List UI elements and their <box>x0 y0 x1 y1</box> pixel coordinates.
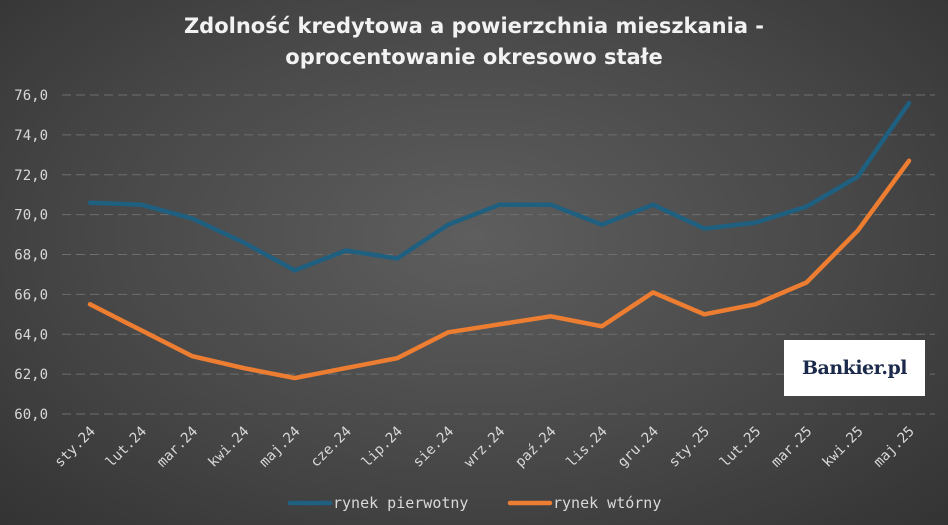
y-tick-label: 60,0 <box>14 407 48 423</box>
y-tick-label: 62,0 <box>14 367 48 383</box>
logo-text: Bankier.pl <box>801 357 908 379</box>
x-tick-label: gru.24 <box>615 424 662 471</box>
x-tick-label: mar.25 <box>768 424 815 471</box>
chart-title-line: Zdolność kredytowa a powierzchnia mieszk… <box>184 14 764 38</box>
y-tick-label: 68,0 <box>14 248 48 264</box>
legend: rynek pierwotny rynek wtórny <box>287 494 661 512</box>
series-lines <box>87 100 912 381</box>
x-tick-label: maj.24 <box>257 424 304 471</box>
gridlines <box>62 94 935 415</box>
x-tick-label: lut.24 <box>103 424 150 471</box>
chart-title: Zdolność kredytowa a powierzchnia mieszk… <box>184 14 764 69</box>
series-line <box>87 158 912 381</box>
x-axis-ticks: sty.24 lut.24 mar.24 kwi.24 maj.24 cze.24 lip.… <box>52 424 918 471</box>
chart-title-line: oprocentowanie okresowo stałe <box>285 45 662 69</box>
legend-label: rynek wtórny <box>553 494 661 512</box>
series-line <box>87 100 912 273</box>
x-tick-label: lip.24 <box>359 424 406 471</box>
x-tick-label: maj.25 <box>871 424 918 471</box>
x-tick-label: kwi.24 <box>205 424 252 471</box>
x-tick-label: sty.24 <box>52 424 99 471</box>
x-tick-label: sie.24 <box>410 424 457 471</box>
x-tick-label: kwi.25 <box>820 424 867 471</box>
x-tick-label: sty.25 <box>666 424 713 471</box>
x-tick-label: lut.25 <box>717 424 764 471</box>
y-tick-label: 72,0 <box>14 168 48 184</box>
y-tick-label: 74,0 <box>14 128 48 144</box>
x-tick-label: paź.24 <box>512 424 559 471</box>
y-tick-label: 70,0 <box>14 208 48 224</box>
x-tick-label: mar.24 <box>154 424 201 471</box>
bankier-logo: Bankier.pl <box>784 340 925 396</box>
y-tick-label: 76,0 <box>14 88 48 104</box>
y-tick-label: 66,0 <box>14 287 48 303</box>
legend-label: rynek pierwotny <box>333 494 468 512</box>
x-tick-label: lis.24 <box>564 424 611 471</box>
y-axis-ticks: 60,0 62,0 64,0 66,0 68,0 70,0 72,0 74,0 76,0 <box>14 88 48 423</box>
x-tick-label: cze.24 <box>308 424 355 471</box>
y-tick-label: 64,0 <box>14 327 48 343</box>
x-tick-label: wrz.24 <box>461 424 508 471</box>
